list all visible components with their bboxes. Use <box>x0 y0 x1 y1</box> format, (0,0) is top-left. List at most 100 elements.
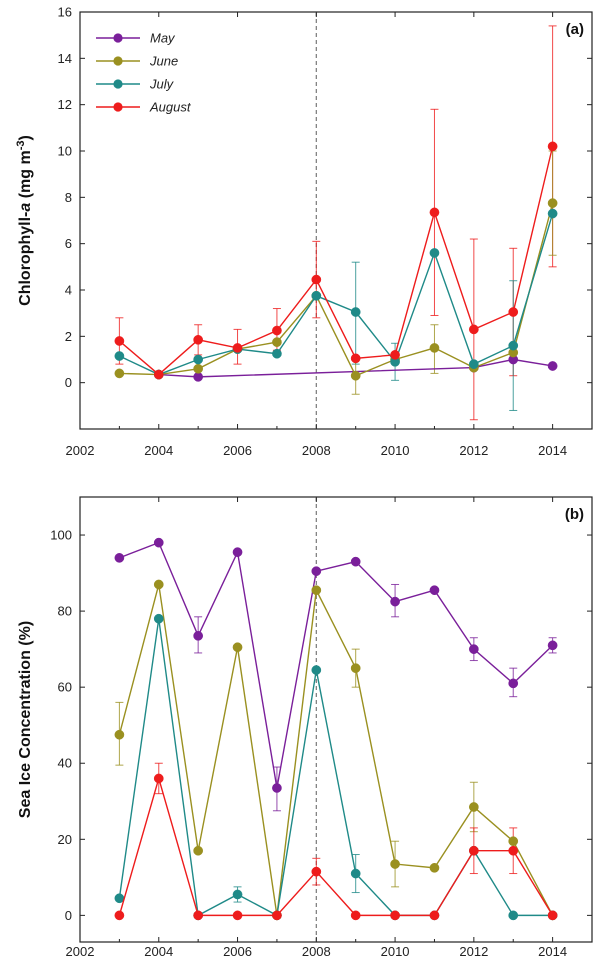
legend-label-august: August <box>149 100 192 115</box>
data-point-july <box>193 354 204 365</box>
data-point-june <box>193 845 204 856</box>
x-tick-label: 2002 <box>66 443 95 458</box>
x-tick-label: 2002 <box>66 944 95 959</box>
data-point-august <box>547 910 558 921</box>
data-point-may <box>508 678 519 689</box>
data-point-july <box>311 290 322 301</box>
data-point-august <box>232 910 243 921</box>
legend-marker-july <box>113 79 123 89</box>
y-tick-label: 40 <box>58 756 72 771</box>
data-point-june <box>390 859 400 869</box>
panel-label: (b) <box>565 506 584 523</box>
x-tick-label: 2010 <box>381 443 410 458</box>
series-line-july <box>119 213 554 376</box>
data-point-june <box>153 579 164 590</box>
y-axis-label-part: Chlorophyll- <box>17 212 34 306</box>
data-point-june <box>311 585 322 596</box>
series-line-june <box>119 202 554 377</box>
x-tick-label: 2008 <box>302 944 331 959</box>
y-tick-label: 12 <box>58 97 72 112</box>
legend-marker-may <box>113 33 123 43</box>
data-point-june <box>232 642 243 653</box>
data-point-august <box>272 910 282 921</box>
legend-marker-june <box>113 56 123 66</box>
data-point-august <box>390 350 400 360</box>
data-point-august <box>114 336 125 346</box>
y-axis-label-part: -3 <box>15 140 27 150</box>
series-line-june <box>118 584 554 916</box>
y-axis-label: Sea Ice Concentration (%) <box>17 621 34 818</box>
data-point-june <box>193 363 204 374</box>
x-tick-label: 2004 <box>144 443 173 458</box>
data-point-may <box>193 630 204 641</box>
data-point-july <box>232 889 243 900</box>
data-point-june <box>272 337 282 347</box>
data-point-may <box>390 596 400 607</box>
series-line-may <box>119 541 554 789</box>
data-point-august <box>508 307 519 317</box>
x-tick-label: 2014 <box>538 944 567 959</box>
legend-label-july: July <box>149 77 175 92</box>
data-point-july <box>350 307 361 317</box>
x-tick-label: 2014 <box>538 443 567 458</box>
x-tick-label: 2006 <box>223 443 252 458</box>
data-point-may <box>547 361 558 371</box>
data-point-june <box>350 370 361 381</box>
series-line-july <box>118 618 553 917</box>
data-point-august <box>468 845 479 856</box>
y-tick-label: 6 <box>65 236 72 251</box>
x-tick-label: 2008 <box>302 443 331 458</box>
x-tick-label: 2012 <box>459 443 488 458</box>
plot-frame <box>79 11 593 430</box>
panel-a-chlorophyll: 2002 2004 2006 2008 2010 2012 2014 0 2 4 6 8 10 12 14 1… <box>15 5 593 458</box>
legend-marker-august <box>113 102 123 112</box>
x-tick-label: 2004 <box>144 944 173 959</box>
data-point-july <box>468 359 479 369</box>
y-tick-label: 0 <box>65 375 72 390</box>
data-point-may <box>350 556 361 567</box>
data-point-may <box>272 783 282 793</box>
data-point-july <box>114 893 125 904</box>
data-point-august <box>193 334 204 345</box>
data-point-august <box>429 207 440 218</box>
y-axis-label: Chlorophyll-a (mg m-3) <box>15 135 34 306</box>
data-point-july <box>153 613 164 624</box>
data-point-june <box>114 368 125 379</box>
data-point-june <box>468 802 479 812</box>
data-point-august <box>153 773 164 784</box>
y-tick-label: 0 <box>65 908 72 923</box>
y-tick-label: 14 <box>58 51 72 66</box>
data-point-august <box>508 845 519 856</box>
y-tick-label: 20 <box>58 832 72 847</box>
data-point-july <box>508 340 519 351</box>
data-point-may <box>311 566 322 577</box>
data-point-july <box>272 348 282 359</box>
data-point-august <box>429 910 440 921</box>
data-point-june <box>350 663 361 674</box>
data-point-august <box>390 910 400 921</box>
data-point-august <box>272 325 282 336</box>
data-point-august <box>350 353 361 364</box>
y-axis-label-part: ) <box>17 135 34 140</box>
data-point-may <box>193 372 204 382</box>
data-point-may <box>153 537 164 548</box>
data-point-august <box>114 910 125 921</box>
data-point-july <box>547 208 558 219</box>
data-point-may <box>547 640 558 651</box>
data-point-may <box>429 585 440 596</box>
data-point-july <box>311 665 322 675</box>
y-tick-label: 2 <box>65 329 72 344</box>
data-point-may <box>468 644 479 654</box>
data-point-august <box>311 866 322 877</box>
data-point-august <box>547 141 558 152</box>
y-tick-label: 16 <box>58 5 72 20</box>
data-point-june <box>114 729 125 740</box>
y-tick-label: 8 <box>65 190 72 205</box>
panel-b-sea-ice: 2002 2004 2006 2008 2010 2012 2014 0 20 40 60 80 100… <box>17 496 593 959</box>
y-tick-label: 100 <box>50 528 72 543</box>
data-point-july <box>508 910 519 921</box>
data-point-july <box>429 248 440 258</box>
x-tick-label: 2012 <box>459 944 488 959</box>
data-point-august <box>468 324 479 335</box>
panel-label: (a) <box>566 21 584 38</box>
